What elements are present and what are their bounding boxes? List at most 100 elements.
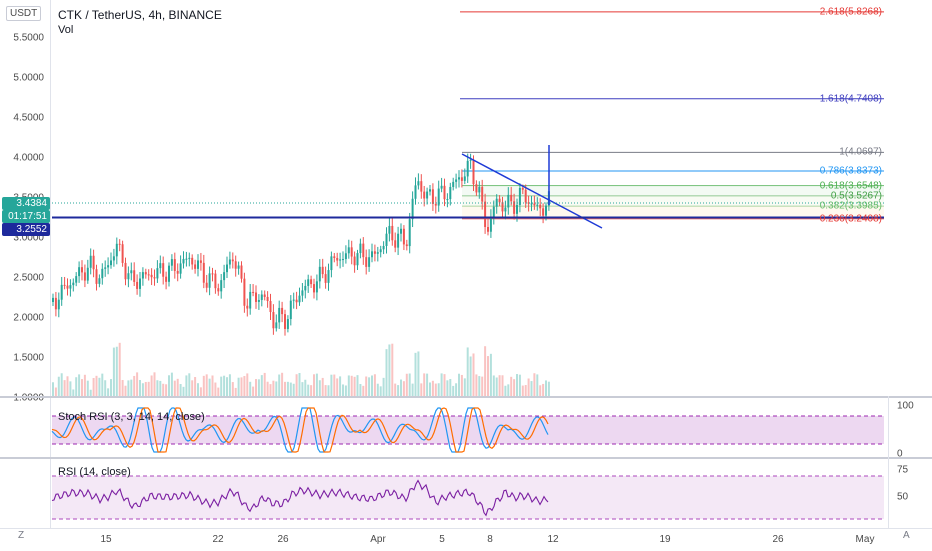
candle-body <box>318 266 321 282</box>
candle-body <box>144 272 147 275</box>
price-tick: 2.5000 <box>13 272 44 284</box>
candle-body <box>246 305 249 309</box>
volume-bar <box>333 374 336 396</box>
volume-bar <box>324 385 327 396</box>
candle-body <box>199 260 202 263</box>
candle-body <box>101 268 104 279</box>
volume-bar <box>263 372 266 396</box>
volume-bar <box>449 378 452 396</box>
volume-bar <box>208 378 211 396</box>
volume-bar <box>382 377 385 396</box>
candle-body <box>220 280 223 292</box>
volume-bar <box>170 372 173 396</box>
volume-bar <box>72 389 75 396</box>
candle-body <box>147 274 150 276</box>
volume-bar <box>431 380 434 396</box>
candle-body <box>400 228 402 234</box>
volume-bar <box>547 381 550 396</box>
candle-body <box>205 282 208 288</box>
auto-scale-button[interactable]: A <box>903 530 910 541</box>
candle-body <box>139 278 141 289</box>
volume-bar <box>417 351 420 396</box>
candle-body <box>240 265 243 279</box>
volume-bar <box>115 346 118 396</box>
symbol-title[interactable]: CTK / TetherUS, 4h, BINANCE <box>58 8 222 22</box>
candle-body <box>165 276 168 282</box>
candle-body <box>315 281 318 293</box>
candle-body <box>63 284 66 286</box>
candle-body <box>260 294 263 300</box>
time-tick: 19 <box>659 534 671 545</box>
volume-bar <box>379 386 382 396</box>
candle-body <box>173 259 176 271</box>
volume-bar <box>275 381 278 396</box>
candle-body <box>411 198 414 220</box>
candle-body <box>391 225 394 241</box>
candle-body <box>536 204 539 206</box>
volume-bar <box>52 382 54 396</box>
fib-zone <box>462 185 884 196</box>
candle-body <box>333 256 336 258</box>
candle-body <box>310 279 313 285</box>
candle-body <box>286 319 289 329</box>
volume-bar <box>455 383 458 396</box>
candle-body <box>75 276 78 283</box>
candle-body <box>208 273 211 288</box>
rsi-line <box>51 479 549 517</box>
candle-body <box>52 297 54 302</box>
currency-badge[interactable]: USDT <box>6 6 42 21</box>
volume-bar <box>220 376 223 396</box>
volume-bar <box>89 389 92 396</box>
candle-body <box>388 225 391 234</box>
candle-body <box>434 203 437 206</box>
candle-body <box>104 267 107 269</box>
candle-body <box>214 273 217 289</box>
pane-separator[interactable] <box>0 457 932 459</box>
candle-body <box>249 291 252 309</box>
volume-bar <box>385 349 388 396</box>
indicator-axis[interactable]: 100 0 75 50 <box>888 396 932 530</box>
volume-bar <box>405 373 408 396</box>
stoch-rsi-legend[interactable]: Stoch RSI (3, 3, 14, 14, close) <box>58 411 205 423</box>
volume-bar <box>301 382 304 396</box>
zoom-reset-button[interactable]: Z <box>18 530 25 541</box>
candle-body <box>527 202 530 204</box>
time-tick: May <box>855 534 875 545</box>
chart-canvas[interactable] <box>0 0 932 530</box>
candle-body <box>408 219 411 247</box>
candle-body <box>365 257 368 267</box>
volume-bar <box>466 347 469 396</box>
volume-bar <box>168 375 170 396</box>
fib-level-label: 0.5(3.5267) <box>830 190 882 202</box>
rsi-legend[interactable]: RSI (14, close) <box>58 466 131 478</box>
volume-bar <box>92 378 95 396</box>
candle-body <box>327 270 330 283</box>
volume-bar <box>429 382 431 396</box>
candle-body <box>121 244 124 263</box>
candle-body <box>295 299 298 303</box>
volume-bar <box>434 383 437 396</box>
candle-body <box>426 191 429 199</box>
candle-body <box>516 204 518 214</box>
candle-body <box>98 278 101 284</box>
pane-separator[interactable] <box>0 396 932 398</box>
price-axis[interactable]: USDT 5.5000 5.0000 4.5000 4.0000 3.5000 … <box>0 0 51 530</box>
candle-body <box>159 263 162 269</box>
candle-body <box>521 187 524 190</box>
volume-bar <box>472 353 475 396</box>
volume-bar <box>484 346 487 396</box>
volume-bar <box>373 374 376 396</box>
volume-bar <box>98 377 101 396</box>
candle-body <box>255 292 257 302</box>
volume-legend[interactable]: Vol <box>58 24 74 36</box>
candle-body <box>373 251 376 254</box>
fib-level-label: 0.236(3.2408) <box>819 213 882 225</box>
volume-bar <box>223 375 226 396</box>
volume-bar <box>78 374 81 396</box>
candle-body <box>437 188 440 206</box>
candle-body <box>194 264 197 269</box>
candle-body <box>397 233 400 248</box>
time-axis[interactable]: 15 22 26 Apr 5 8 12 19 26 May <box>0 528 932 551</box>
candle-body <box>469 159 472 161</box>
descending-trendline <box>461 153 603 229</box>
